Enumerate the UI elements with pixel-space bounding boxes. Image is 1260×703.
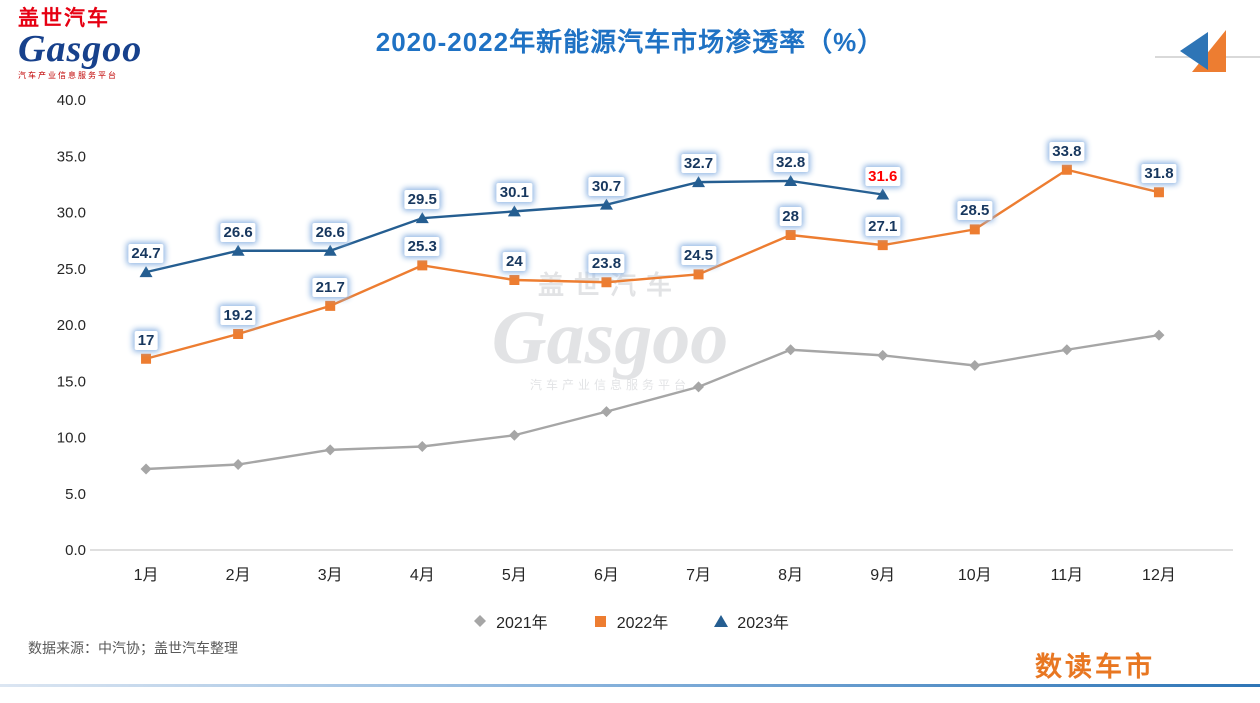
data-point-square — [325, 300, 336, 311]
y-tick-label: 35.0 — [57, 148, 86, 165]
data-point-triangle — [692, 176, 706, 188]
data-point-diamond — [1061, 344, 1073, 356]
data-point-diamond — [508, 429, 520, 441]
data-point-triangle — [231, 244, 245, 256]
data-point-square — [1153, 187, 1164, 198]
y-tick-label: 25.0 — [57, 261, 86, 278]
data-point-diamond — [877, 349, 889, 361]
y-tick-label: 30.0 — [57, 205, 86, 222]
gasgoo-logo: 盖世汽车 Gasgoo 汽车产业信息服务平台 — [18, 7, 143, 80]
x-tick-label: 9月 — [870, 567, 895, 584]
y-tick-label: 40.0 — [57, 92, 86, 109]
legend-item-2023年: 2023年 — [712, 609, 789, 633]
y-tick-label: 20.0 — [57, 317, 86, 334]
data-point-diamond — [693, 381, 705, 393]
page-title: 2020-2022年新能源汽车市场渗透率（%） — [375, 27, 885, 57]
x-tick-label: 8月 — [778, 567, 803, 584]
data-point-triangle — [599, 198, 613, 210]
legend-marker-shape — [594, 616, 606, 627]
data-point-diamond — [1153, 329, 1165, 341]
x-tick-label: 1月 — [134, 567, 159, 584]
legend-label: 2023年 — [737, 615, 789, 632]
data-point-square — [601, 277, 612, 288]
data-point-triangle — [139, 266, 153, 278]
data-point-diamond — [324, 444, 336, 456]
y-tick-label: 0.0 — [65, 542, 86, 559]
x-tick-label: 11月 — [1051, 567, 1084, 584]
y-tick-label: 5.0 — [65, 486, 86, 503]
data-point-diamond — [416, 441, 428, 452]
data-point-square — [141, 353, 152, 364]
x-tick-label: 3月 — [318, 567, 343, 584]
data-point-diamond — [140, 463, 152, 475]
legend-item-2022年: 2022年 — [592, 609, 669, 633]
logo-en-text: Gasgoo — [18, 28, 143, 71]
x-tick-label: 7月 — [686, 567, 711, 584]
source-note: 数据来源：中汽协；盖世汽车整理 — [28, 640, 238, 656]
x-tick-label: 6月 — [594, 567, 619, 584]
data-point-square — [417, 260, 428, 271]
data-point-diamond — [232, 459, 244, 470]
corner-arrow-icon[interactable] — [1180, 28, 1226, 74]
brand-mark: 数读车市 — [1035, 652, 1155, 682]
legend-label: 2021年 — [496, 615, 548, 632]
data-point-diamond — [600, 406, 612, 418]
bottom-bar — [0, 684, 1260, 687]
logo-tagline: 汽车产业信息服务平台 — [18, 70, 118, 80]
data-point-triangle — [876, 188, 890, 200]
series-line-2021年 — [145, 333, 1160, 471]
legend-diamond-icon — [474, 615, 487, 627]
x-tick-label: 10月 — [958, 567, 992, 584]
data-point-square — [233, 329, 244, 339]
chart-svg: 0.0 5.0 10.0 15.0 20.0 25.0 30.0 35.0 40.0 1月 2月 3月… — [57, 92, 1233, 584]
y-tick-label: 10.0 — [57, 430, 86, 447]
legend-label: 2022年 — [616, 615, 669, 632]
data-point-diamond — [785, 344, 797, 356]
chart-legend: 2021年 2022年 2023年 — [0, 608, 1260, 634]
data-point-triangle — [784, 175, 798, 186]
x-tick-label: 4月 — [410, 567, 435, 584]
x-tick-label: 5月 — [502, 567, 527, 584]
legend-item-2021年: 2021年 — [471, 609, 548, 633]
data-point-square — [785, 230, 796, 240]
data-point-square — [693, 269, 704, 280]
x-tick-label: 2月 — [226, 567, 251, 584]
legend-triangle-icon — [714, 615, 729, 627]
data-point-diamond — [969, 360, 981, 371]
logo-cn-text: 盖世汽车 — [18, 7, 110, 30]
legend-marker-shape — [714, 615, 729, 627]
data-point-square — [877, 240, 888, 251]
x-tick-label: 12月 — [1142, 567, 1176, 584]
y-tick-label: 15.0 — [57, 373, 86, 390]
data-point-triangle — [415, 212, 429, 224]
series-line-2023年 — [145, 179, 883, 274]
corner-arrow-blue-arrow — [1180, 32, 1208, 70]
data-point-square — [1061, 164, 1072, 175]
data-point-triangle — [507, 205, 521, 217]
legend-marker-shape — [474, 615, 487, 627]
legend-square-icon — [594, 616, 606, 627]
series-line-2022年 — [145, 168, 1160, 360]
data-point-triangle — [323, 244, 337, 256]
data-point-square — [509, 275, 520, 285]
data-point-square — [969, 224, 980, 235]
